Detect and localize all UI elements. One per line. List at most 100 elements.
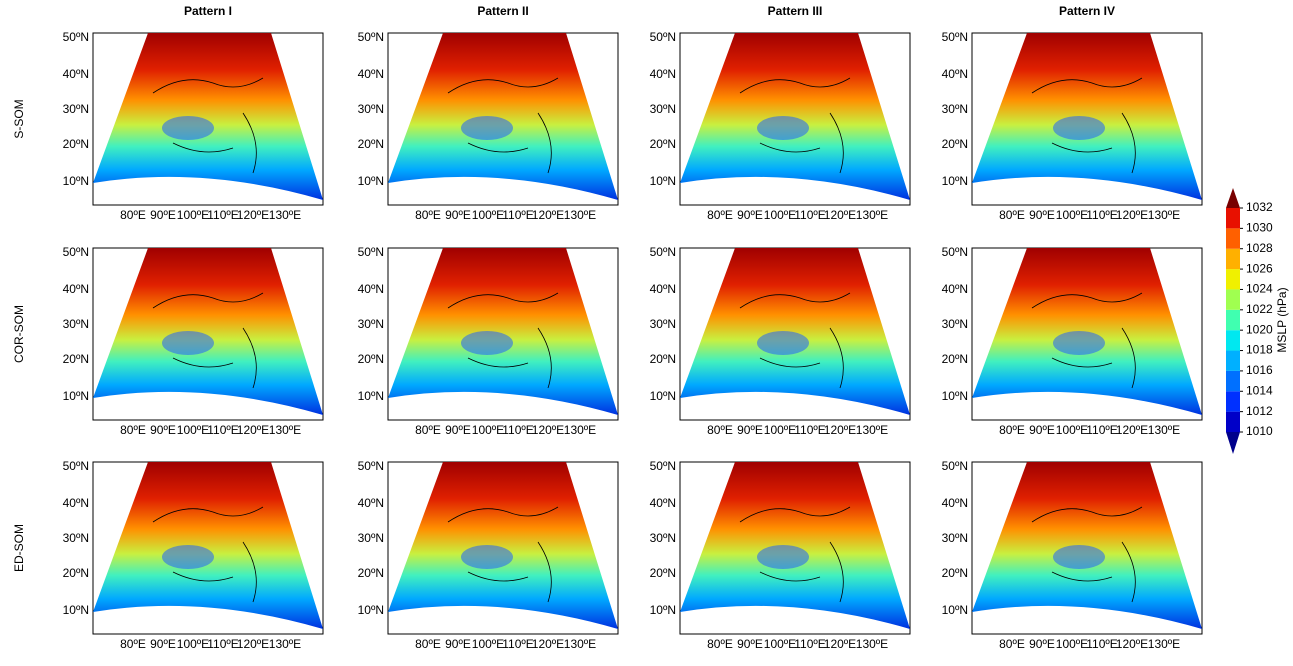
lon-tick-label: 80ºE [707, 423, 733, 437]
lat-tick-label: 40ºN [650, 496, 676, 510]
lon-tick-label: 120ºE [237, 208, 269, 222]
lat-tick-label: 10ºN [358, 603, 384, 617]
lon-tick-label: 80ºE [999, 423, 1025, 437]
colorbar-segment [1226, 269, 1240, 290]
lon-tick-label: 100ºE [177, 637, 209, 651]
colorbar-label: MSLP (hPa) [1275, 287, 1289, 352]
plateau-low [461, 331, 513, 355]
colorbar-tick-label: 1032 [1246, 200, 1273, 214]
lon-tick-label: 100ºE [764, 208, 796, 222]
lon-tick-label: 80ºE [120, 208, 146, 222]
lon-tick-label: 110ºE [207, 208, 239, 222]
colorbar-segment [1226, 350, 1240, 371]
lat-tick-label: 50ºN [63, 245, 89, 259]
column-title: Pattern I [184, 4, 232, 18]
lat-tick-label: 10ºN [358, 174, 384, 188]
pressure-field [388, 248, 618, 415]
lat-tick-label: 50ºN [358, 30, 384, 44]
lat-tick-label: 30ºN [942, 531, 968, 545]
colorbar-tick-label: 1028 [1246, 241, 1273, 255]
lon-tick-label: 100ºE [177, 208, 209, 222]
lon-tick-label: 130ºE [269, 208, 301, 222]
lon-tick-label: 110ºE [207, 637, 239, 651]
lon-tick-label: 80ºE [415, 637, 441, 651]
colorbar-tick-label: 1030 [1246, 221, 1273, 235]
colorbar-under [1226, 432, 1240, 454]
lon-tick-label: 90ºE [737, 423, 763, 437]
column-title: Pattern IV [1059, 4, 1115, 18]
plateau-low [1053, 545, 1105, 569]
lon-tick-label: 120ºE [1116, 423, 1148, 437]
lat-tick-label: 40ºN [942, 282, 968, 296]
plateau-low [757, 331, 809, 355]
colorbar-segment [1226, 391, 1240, 412]
lon-tick-label: 100ºE [1056, 423, 1088, 437]
lon-tick-label: 130ºE [269, 423, 301, 437]
colorbar-segment [1226, 228, 1240, 249]
lat-tick-label: 40ºN [650, 282, 676, 296]
coastline [1031, 292, 1143, 389]
pressure-field [93, 33, 323, 200]
lon-tick-label: 100ºE [764, 637, 796, 651]
lon-tick-label: 80ºE [120, 423, 146, 437]
lat-tick-label: 30ºN [650, 531, 676, 545]
lon-tick-label: 110ºE [502, 208, 534, 222]
lon-tick-label: 90ºE [445, 423, 471, 437]
lat-tick-label: 10ºN [63, 389, 89, 403]
coastline [447, 77, 559, 174]
row-label: ED-SOM [12, 524, 26, 572]
pressure-field [93, 248, 323, 415]
lat-tick-label: 40ºN [942, 67, 968, 81]
lon-tick-label: 80ºE [999, 637, 1025, 651]
colorbar-tick-label: 1010 [1246, 424, 1273, 438]
pressure-field [93, 462, 323, 629]
lon-tick-label: 100ºE [472, 208, 504, 222]
lat-tick-label: 30ºN [358, 531, 384, 545]
lat-tick-label: 10ºN [650, 174, 676, 188]
colorbar-tick-label: 1022 [1246, 302, 1273, 316]
lat-tick-label: 20ºN [650, 566, 676, 580]
lat-tick-label: 50ºN [358, 459, 384, 473]
lon-tick-label: 120ºE [1116, 208, 1148, 222]
coastline [152, 506, 264, 603]
lat-tick-label: 50ºN [942, 459, 968, 473]
lat-tick-label: 40ºN [358, 496, 384, 510]
lat-tick-label: 20ºN [63, 137, 89, 151]
pressure-field [972, 462, 1202, 629]
plateau-low [461, 116, 513, 140]
pressure-field [388, 462, 618, 629]
lon-tick-label: 90ºE [150, 637, 176, 651]
lon-tick-label: 90ºE [737, 208, 763, 222]
plateau-low [757, 545, 809, 569]
pressure-field [680, 248, 910, 415]
lon-tick-label: 130ºE [564, 208, 596, 222]
lat-tick-label: 30ºN [358, 317, 384, 331]
lon-tick-label: 80ºE [120, 637, 146, 651]
lon-tick-label: 100ºE [472, 637, 504, 651]
lat-tick-label: 40ºN [63, 282, 89, 296]
lat-tick-label: 40ºN [63, 67, 89, 81]
colorbar-segment [1226, 309, 1240, 331]
lon-tick-label: 130ºE [1148, 637, 1180, 651]
lat-tick-label: 20ºN [358, 566, 384, 580]
lon-tick-label: 110ºE [794, 637, 826, 651]
lon-tick-label: 130ºE [856, 637, 888, 651]
colorbar-segment [1226, 370, 1240, 392]
colorbar-segment [1226, 411, 1240, 432]
colorbar-tick-label: 1024 [1246, 282, 1273, 296]
colorbar-tick-label: 1014 [1246, 383, 1273, 397]
lat-tick-label: 20ºN [942, 352, 968, 366]
plateau-low [1053, 116, 1105, 140]
lon-tick-label: 120ºE [1116, 637, 1148, 651]
coastline [447, 292, 559, 389]
lat-tick-label: 40ºN [942, 496, 968, 510]
colorbar-tick-label: 1020 [1246, 322, 1273, 336]
lat-tick-label: 30ºN [63, 531, 89, 545]
lon-tick-label: 130ºE [1148, 208, 1180, 222]
lon-tick-label: 120ºE [237, 637, 269, 651]
lon-tick-label: 90ºE [150, 208, 176, 222]
lat-tick-label: 10ºN [942, 389, 968, 403]
lon-tick-label: 110ºE [1086, 423, 1118, 437]
lon-tick-label: 110ºE [794, 208, 826, 222]
